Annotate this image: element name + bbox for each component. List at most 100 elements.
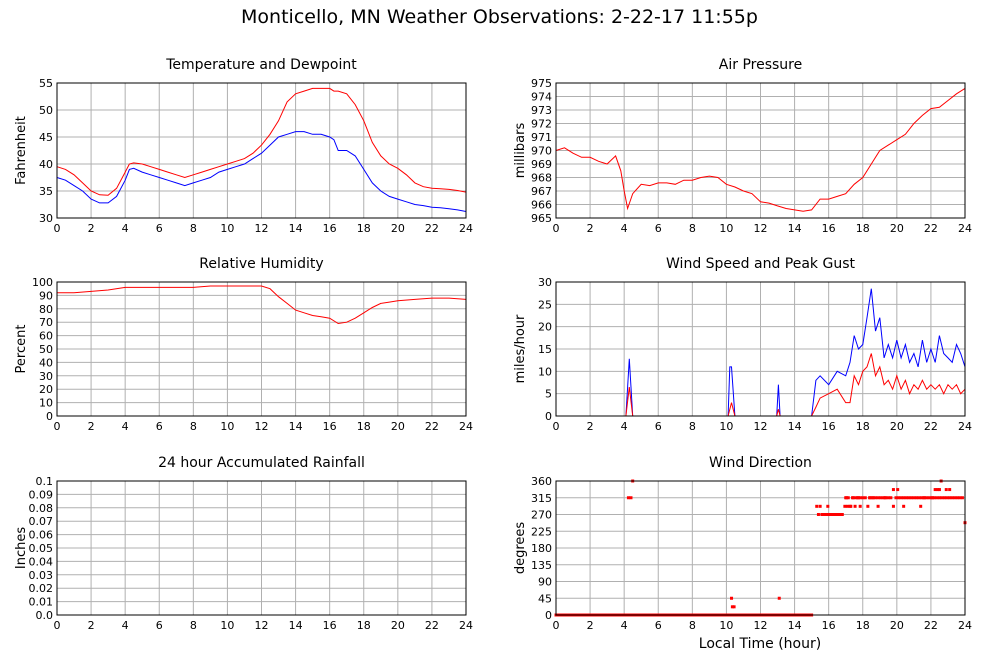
x-tick-label: 24	[958, 619, 972, 632]
data-point	[881, 496, 885, 500]
x-tick-label: 14	[788, 619, 802, 632]
data-point	[730, 596, 734, 600]
x-tick-label: 18	[856, 222, 870, 235]
plot-frame	[56, 281, 467, 417]
y-axis-label: Inches	[14, 527, 29, 569]
data-point	[891, 504, 895, 508]
data-point	[894, 496, 898, 500]
y-tick-label: 0.07	[29, 515, 54, 528]
x-tick-label: 2	[587, 420, 594, 433]
data-point	[833, 513, 837, 516]
y-tick-label: 0.01	[29, 596, 54, 609]
y-tick-label: 40	[39, 158, 53, 171]
x-tick-label: 12	[754, 619, 768, 632]
x-tick-label: 14	[289, 420, 303, 433]
y-tick-label: 974	[531, 91, 552, 104]
plot-frame	[555, 82, 966, 219]
data-point	[835, 513, 839, 516]
x-tick-label: 22	[924, 420, 938, 433]
x-tick-label: 6	[156, 222, 163, 235]
x-tick-label: 12	[255, 222, 269, 235]
y-tick-label: 0.1	[36, 475, 54, 488]
data-point	[960, 496, 964, 500]
data-point	[876, 504, 880, 508]
data-point	[853, 504, 857, 508]
x-tick-label: 24	[459, 619, 473, 632]
x-tick-label: 6	[156, 420, 163, 433]
y-tick-label: 5	[545, 388, 552, 401]
x-tick-label: 22	[425, 222, 439, 235]
data-point	[868, 496, 872, 500]
y-tick-label: 969	[531, 158, 552, 171]
y-tick-label: 10	[39, 397, 53, 410]
data-point	[886, 496, 890, 500]
data-point	[826, 504, 830, 508]
y-tick-label: 0	[545, 410, 552, 423]
y-tick-label: 40	[39, 356, 53, 369]
y-tick-label: 135	[531, 559, 552, 572]
x-tick-label: 4	[621, 619, 628, 632]
y-tick-label: 60	[39, 330, 53, 343]
panel-title: 24 hour Accumulated Rainfall	[158, 455, 365, 471]
data-point	[732, 605, 736, 609]
x-tick-label: 12	[255, 420, 269, 433]
data-point	[883, 496, 887, 500]
panel-title: Relative Humidity	[199, 256, 323, 272]
x-tick-label: 0	[54, 619, 61, 632]
y-tick-label: 90	[538, 576, 552, 589]
x-tick-label: 20	[391, 420, 405, 433]
data-point	[845, 496, 849, 500]
x-tick-label: 22	[425, 619, 439, 632]
data-point	[937, 488, 941, 492]
x-tick-label: 10	[719, 420, 733, 433]
data-point	[937, 496, 941, 500]
data-point	[945, 496, 949, 500]
x-tick-label: 4	[621, 222, 628, 235]
y-tick-label: 972	[531, 118, 552, 131]
data-point	[843, 504, 847, 508]
data-point	[909, 496, 913, 500]
data-point	[953, 496, 957, 500]
x-tick-label: 24	[459, 222, 473, 235]
plot-frame	[555, 281, 966, 417]
x-tick-label: 20	[391, 619, 405, 632]
x-tick-label: 10	[220, 619, 234, 632]
data-point	[902, 496, 906, 500]
x-tick-label: 10	[220, 222, 234, 235]
x-tick-label: 8	[190, 222, 197, 235]
x-tick-label: 0	[54, 222, 61, 235]
x-tick-label: 20	[890, 420, 904, 433]
data-point	[863, 496, 867, 500]
data-point	[849, 504, 853, 508]
x-tick-label: 6	[156, 619, 163, 632]
y-tick-label: 971	[531, 131, 552, 144]
y-tick-label: 45	[39, 131, 53, 144]
data-point	[958, 496, 962, 500]
y-tick-label: 0	[46, 410, 53, 423]
x-tick-label: 16	[822, 222, 836, 235]
series-line-0	[57, 285, 467, 325]
y-tick-label: 970	[531, 145, 552, 158]
y-tick-label: 90	[39, 289, 53, 302]
data-point	[944, 488, 948, 492]
x-tick-label: 14	[788, 222, 802, 235]
x-tick-label: 16	[822, 619, 836, 632]
x-tick-label: 2	[88, 222, 95, 235]
x-tick-label: 6	[655, 222, 662, 235]
x-tick-label: 16	[323, 420, 337, 433]
y-tick-label: 15	[538, 343, 552, 356]
x-tick-label: 4	[122, 222, 129, 235]
y-tick-label: 968	[531, 172, 552, 185]
x-tick-label: 0	[553, 222, 560, 235]
x-tick-label: 2	[88, 420, 95, 433]
y-tick-label: 360	[531, 475, 552, 488]
y-tick-label: 0.09	[29, 488, 54, 501]
plot-frame	[555, 480, 966, 616]
x-tick-label: 20	[890, 619, 904, 632]
data-point	[891, 488, 895, 492]
x-tick-label: 18	[856, 619, 870, 632]
series-line-1	[56, 131, 467, 212]
